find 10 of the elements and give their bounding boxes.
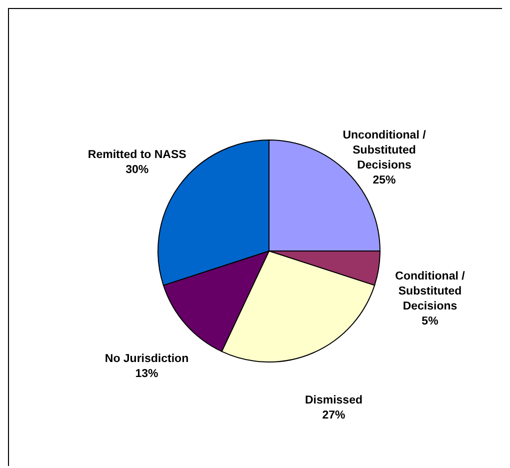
- data-label: 27%: [322, 410, 346, 422]
- data-label: 13%: [135, 368, 158, 380]
- slice-label: Conditional / Substituted Decisions: [395, 270, 466, 312]
- slice-label: Remitted to NASS: [88, 149, 187, 162]
- data-label: 5%: [422, 316, 438, 328]
- data-label: 25%: [372, 174, 396, 187]
- slice-label: No Jurisdiction: [104, 352, 189, 365]
- data-label: 30%: [126, 164, 149, 176]
- slice-label: Unconditional / Substituted Decisions: [342, 130, 427, 172]
- slice-label: Dismissed: [304, 394, 362, 407]
